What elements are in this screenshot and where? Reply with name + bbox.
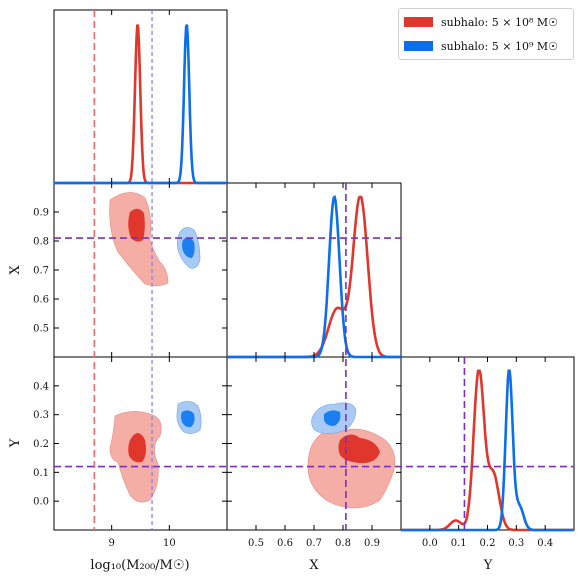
xtick-label-X: 0.6 bbox=[277, 538, 293, 549]
xtick-label-Y: 0.4 bbox=[537, 538, 553, 549]
ytick-label-X: 0.9 bbox=[33, 208, 49, 219]
xtick-label-mass: 10 bbox=[163, 538, 176, 549]
ytick-label-X: 0.6 bbox=[33, 295, 49, 306]
contour-red-inner-mass-Y bbox=[128, 433, 146, 463]
hist-mass-series-2 bbox=[54, 24, 227, 185]
xtick-label-Y: 0.1 bbox=[451, 538, 467, 549]
xtick-label-X: 0.5 bbox=[248, 538, 264, 549]
legend-swatch-blue bbox=[404, 41, 433, 51]
contour-red-inner-X-Y bbox=[338, 434, 380, 464]
xtick-label-X: 0.8 bbox=[335, 538, 351, 549]
xlabel-mass: log₁₀(M₂₀₀/M☉) bbox=[90, 558, 189, 573]
xtick-label-X: 0.9 bbox=[364, 538, 380, 549]
contour-red-inner-mass-X bbox=[128, 208, 145, 242]
xtick-label-mass: 9 bbox=[108, 538, 114, 549]
ylabel-Y: Y bbox=[8, 438, 23, 448]
ytick-label-Y: 0.4 bbox=[33, 381, 49, 392]
xtick-label-Y: 0.3 bbox=[508, 538, 524, 549]
ytick-label-X: 0.7 bbox=[33, 266, 49, 277]
contours-mass-Y bbox=[109, 401, 202, 503]
ytick-label-Y: 0.3 bbox=[33, 410, 49, 421]
contour-blue-inner-mass-Y bbox=[181, 410, 195, 428]
hist-X-series-1 bbox=[227, 195, 401, 359]
hist-mass-series-1 bbox=[54, 24, 227, 185]
ytick-label-Y: 0.0 bbox=[33, 497, 49, 508]
ytick-label-Y: 0.1 bbox=[33, 468, 49, 479]
contour-blue-inner-mass-X bbox=[182, 237, 195, 258]
xtick-label-X: 0.7 bbox=[306, 538, 322, 549]
legend-swatch-red bbox=[404, 17, 433, 27]
xtick-label-Y: 0.0 bbox=[422, 538, 438, 549]
hist-Y-series-1 bbox=[401, 369, 574, 532]
legend-entry-1: subhalo: 5 × 10⁸ M☉ bbox=[399, 11, 573, 33]
legend-label-2: subhalo: 5 × 10⁹ M☉ bbox=[441, 39, 558, 53]
contours-mass-X bbox=[109, 192, 201, 287]
ytick-label-X: 0.8 bbox=[33, 237, 49, 248]
ytick-label-X: 0.5 bbox=[33, 324, 49, 335]
legend: subhalo: 5 × 10⁸ M☉ subhalo: 5 × 10⁹ M☉ bbox=[398, 8, 574, 60]
panel-Y-hist bbox=[400, 356, 575, 531]
ytick-label-Y: 0.2 bbox=[33, 439, 49, 450]
contours-X-Y bbox=[307, 402, 396, 509]
legend-label-1: subhalo: 5 × 10⁸ M☉ bbox=[441, 15, 558, 29]
xtick-label-Y: 0.2 bbox=[480, 538, 496, 549]
xlabel-X: X bbox=[309, 558, 319, 573]
contour-blue-inner-X-Y bbox=[324, 410, 341, 426]
ylabel-X: X bbox=[8, 265, 23, 275]
legend-entry-2: subhalo: 5 × 10⁹ M☉ bbox=[399, 35, 573, 57]
xlabel-Y: Y bbox=[483, 558, 493, 573]
